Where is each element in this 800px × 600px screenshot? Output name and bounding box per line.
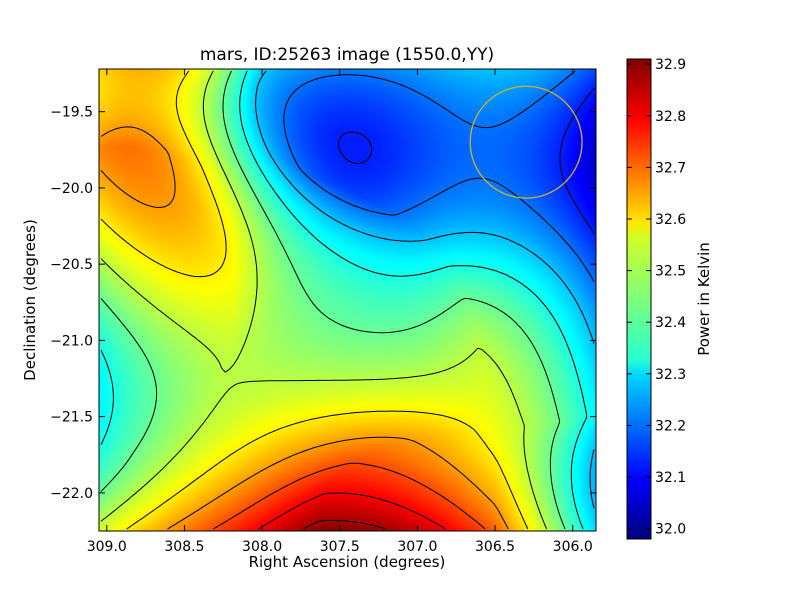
y-tick-label: −21.5 [50, 410, 93, 426]
colorbar-tick-label: 32.5 [655, 264, 686, 280]
colorbar-tick-label: 32.7 [655, 160, 686, 176]
y-tick-label: −19.5 [50, 105, 93, 121]
contour-line [255, 70, 595, 509]
colorbar-tick-label: 32.3 [655, 367, 686, 383]
contour-line [258, 492, 446, 530]
y-axis-label: Declination (degrees) [21, 219, 39, 381]
x-tick-label: 308.0 [242, 539, 282, 555]
colorbar-tick-label: 32.9 [655, 57, 686, 73]
x-tick-label: 306.0 [553, 539, 593, 555]
x-tick-label: 309.0 [87, 539, 127, 555]
contour-line [100, 126, 509, 530]
contour-line [100, 70, 548, 530]
x-axis-ticks: 309.0 308.5 308.0 307.5 307.0 306.5 306.0 [87, 69, 593, 555]
x-tick-label: 307.5 [320, 539, 360, 555]
contour-line [100, 70, 529, 530]
colorbar-tick-label: 32.6 [655, 212, 686, 228]
colorbar-label: Power in Kelvin [695, 242, 713, 356]
colorbar-tick-label: 32.2 [655, 418, 686, 434]
contour-line [212, 462, 486, 530]
colorbar-tick-label: 32.1 [655, 470, 686, 486]
y-tick-label: −22.0 [50, 486, 93, 502]
colorbar-tick-label: 32.8 [655, 109, 686, 125]
contour-line [100, 70, 588, 530]
plot-frame [98, 68, 597, 532]
colorbar-ticks: 32.0 32.1 32.2 32.3 32.4 32.5 32.6 32.7 32.8 32.9 [627, 57, 686, 538]
colorbar-tick-label: 32.0 [655, 522, 686, 538]
colorbar [626, 58, 652, 540]
x-tick-label: 307.0 [397, 539, 437, 555]
x-tick-label: 308.5 [164, 539, 204, 555]
beam-circle [469, 85, 583, 199]
colorbar-tick-label: 32.4 [655, 315, 686, 331]
heatmap-area [99, 69, 596, 531]
contour-line [338, 88, 595, 234]
y-tick-label: −20.5 [50, 257, 93, 273]
y-tick-label: −20.0 [50, 181, 93, 197]
y-tick-label: −21.0 [50, 333, 93, 349]
x-tick-label: 306.5 [475, 539, 515, 555]
heatmap-image [99, 69, 596, 531]
contour-line [100, 70, 566, 530]
contour-line [283, 70, 595, 282]
y-axis-ticks: −19.5 −20.0 −20.5 −21.0 −21.5 −22.0 [50, 105, 596, 502]
contour-line [303, 520, 387, 530]
contour-lines [100, 70, 595, 530]
x-axis-label: Right Ascension (degrees) [249, 553, 446, 571]
chart-title: mars, ID:25263 image (1550.0,YY) [200, 45, 494, 65]
